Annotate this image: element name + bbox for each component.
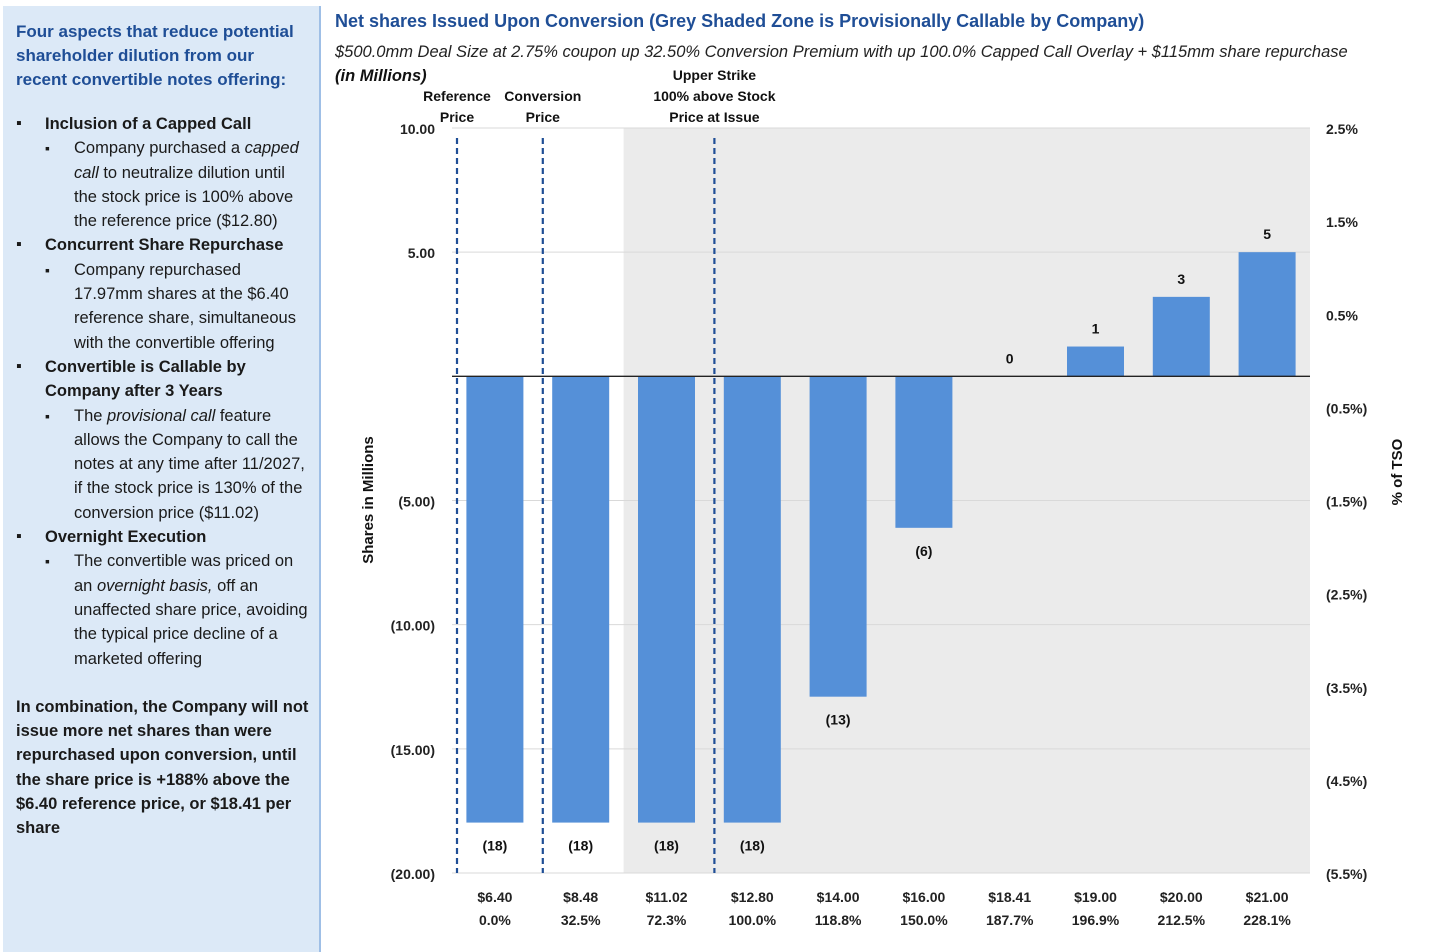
aspect-detail-list: The convertible was priced on an overnig… [45,549,309,670]
marker-label: 100% above Stock [653,88,775,104]
emphasis-text: overnight basis, [96,576,213,595]
bar [552,376,610,823]
marker-label: Conversion [504,88,581,104]
marker-label: Reference [423,88,491,104]
chart-subtitle: $500.0mm Deal Size at 2.75% coupon up 32… [335,43,1348,61]
x-tick-pct-label: 228.1% [1243,912,1291,928]
aspect-detail-list: Company repurchased 17.97mm shares at th… [45,258,309,355]
bar [1152,296,1210,377]
y-tick-label: 5.00 [408,245,435,261]
marker-label: Price at Issue [669,109,759,125]
x-tick-label: $11.02 [645,889,687,905]
x-tick-pct-label: 212.5% [1158,912,1206,928]
y-tick-label: 10.00 [400,121,435,137]
detail-text: The [74,406,108,425]
y-axis-label: Shares in Millions [360,436,377,564]
emphasis-text: provisional call [107,406,216,425]
x-tick-pct-label: 32.5% [561,912,601,928]
y-tick-label: (5.00) [398,494,435,510]
y2-tick-label: (3.5%) [1326,680,1367,696]
x-tick-pct-label: 196.9% [1072,912,1120,928]
aspect-detail: The provisional call feature allows the … [45,404,309,525]
x-tick-pct-label: 72.3% [647,912,687,928]
y2-tick-label: (5.5%) [1326,866,1367,882]
detail-text: Company repurchased 17.97mm shares at th… [74,260,296,352]
detail-text: Company purchased a [74,139,245,158]
x-tick-label: $20.00 [1160,889,1203,905]
x-tick-label: $21.00 [1246,889,1289,905]
data-label: (6) [915,543,932,559]
aspect-detail: Company purchased a capped call to neutr… [45,136,309,233]
y-tick-label: (15.00) [391,742,435,758]
marker-label: Price [440,109,474,125]
y2-tick-label: (0.5%) [1326,400,1367,416]
aspect-item: Inclusion of a Capped Call Company purcha… [16,112,309,233]
data-label: 3 [1177,271,1185,287]
summary-panel: Four aspects that reduce potential share… [3,6,321,952]
bar [1238,252,1296,377]
x-tick-label: $18.41 [988,889,1031,905]
x-tick-pct-label: 100.0% [729,912,777,928]
panel-title: Four aspects that reduce potential share… [16,22,294,89]
bar [723,376,781,823]
y2-tick-label: 2.5% [1326,121,1358,137]
data-label: 5 [1263,226,1271,242]
bar [895,376,953,528]
x-tick-label: $16.00 [902,889,945,905]
chart-units-note: (in Millions) [335,67,427,85]
y-tick-label: (10.00) [391,618,435,634]
aspect-detail-list: Company purchased a capped call to neutr… [45,136,309,233]
detail-text: off an unaffected share price, avoiding … [74,576,308,668]
detail-text: to neutralize dilution until the stock p… [74,163,294,231]
aspect-heading: Inclusion of a Capped Call [45,115,252,133]
net-shares-chart: 10.00 5.00 (5.00) (10.00) (15.00) (20.00) 2.5%… [360,67,1406,928]
bar [466,376,524,823]
bar [1067,346,1124,377]
aspect-heading: Overnight Execution [45,528,207,547]
emphasis-text: capped call [74,139,299,182]
aspect-item: Convertible is Callable by Company after… [16,355,309,525]
y2-axis-label: % of TSO [1389,438,1406,505]
data-label: (18) [482,838,507,854]
marker-label: Price [526,109,560,125]
y2-tick-label: (1.5%) [1326,494,1367,510]
data-label: (18) [740,838,765,854]
aspect-detail-list: The provisional call feature allows the … [45,404,309,525]
x-tick-label: $14.00 [817,889,860,905]
aspect-heading: Convertible is Callable by Company after… [45,357,246,401]
aspect-heading: Concurrent Share Repurchase [45,236,284,255]
bar [638,376,695,823]
y2-tick-label: 1.5% [1326,214,1358,230]
x-tick-label: $6.40 [477,889,512,905]
x-tick-label: $19.00 [1074,889,1117,905]
y2-tick-label: (4.5%) [1326,773,1367,789]
x-tick-label: $12.80 [731,889,774,905]
aspect-detail: The convertible was priced on an overnig… [45,549,309,670]
detail-text: feature allows the Company to call the n… [74,406,305,522]
x-tick-pct-label: 187.7% [986,912,1034,928]
y2-tick-label: 0.5% [1326,307,1358,323]
bar [809,376,867,697]
marker-label: Upper Strike [673,67,756,83]
x-tick-label: $8.48 [563,889,598,905]
detail-text: The convertible was priced on an [74,552,294,595]
data-label: (18) [568,838,593,854]
aspect-item: Overnight Execution The convertible was p… [16,525,309,671]
aspect-detail: Company repurchased 17.97mm shares at th… [45,258,309,355]
x-tick-pct-label: 0.0% [479,912,511,928]
data-label: 0 [1006,350,1014,366]
x-tick-pct-label: 118.8% [815,912,862,928]
data-label: 1 [1092,321,1100,337]
y-tick-label: (20.00) [391,866,435,882]
x-tick-pct-label: 150.0% [900,912,948,928]
aspect-list: Inclusion of a Capped Call Company purcha… [16,112,309,671]
closing-statement: In combination, the Company will not iss… [16,697,309,838]
data-label: (13) [826,712,851,728]
chart-title: Net shares Issued Upon Conversion (Grey … [335,11,1145,31]
aspect-item: Concurrent Share Repurchase Company repur… [16,233,309,354]
data-label: (18) [654,838,679,854]
y2-tick-label: (2.5%) [1326,587,1367,603]
